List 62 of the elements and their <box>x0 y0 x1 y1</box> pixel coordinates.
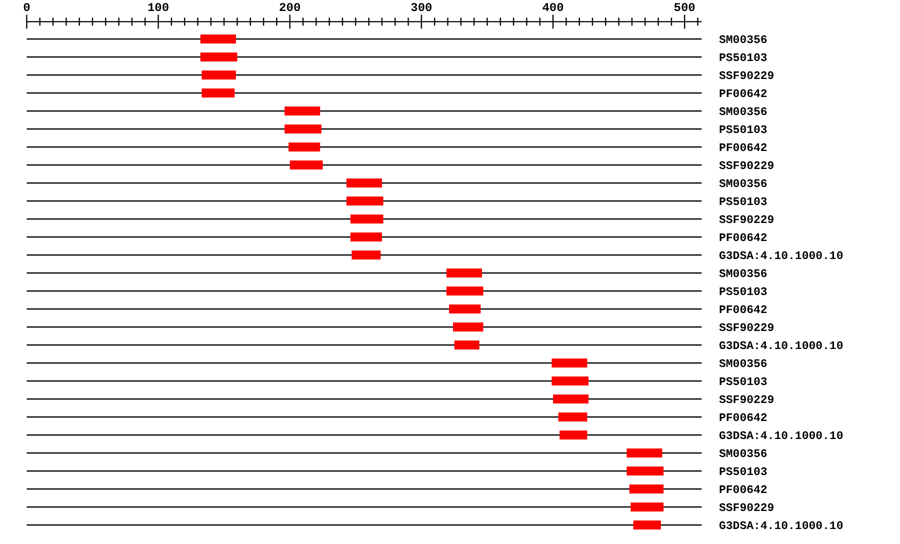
y-tick-label: G3DSA:4.10.1000.10 <box>719 430 844 444</box>
bar <box>633 520 661 530</box>
bar <box>626 448 662 458</box>
y-tick-label: SM00356 <box>719 106 768 120</box>
bar <box>558 412 588 422</box>
y-tick-label: SM00356 <box>719 178 768 192</box>
y-tick-label: PF00642 <box>719 142 768 156</box>
bar <box>200 52 238 62</box>
y-tick-label: SSF90229 <box>719 322 774 336</box>
bar <box>553 394 589 404</box>
y-tick-label: PS50103 <box>719 52 768 66</box>
bar <box>560 430 588 440</box>
bar <box>453 322 484 332</box>
bar <box>350 214 384 224</box>
y-tick-label: SSF90229 <box>719 502 774 516</box>
bar <box>449 304 481 314</box>
x-tick-label: 500 <box>674 1 696 15</box>
y-tick-label: G3DSA:4.10.1000.10 <box>719 250 844 264</box>
bar <box>350 232 382 242</box>
y-tick-label: SM00356 <box>719 448 768 462</box>
bar <box>346 196 384 206</box>
y-tick-label: SM00356 <box>719 34 768 48</box>
y-tick-label: PF00642 <box>719 88 768 102</box>
x-tick-label: 100 <box>147 1 170 15</box>
bar <box>552 376 589 386</box>
bar <box>446 286 484 296</box>
bar <box>290 160 323 170</box>
y-tick-label: PS50103 <box>719 466 768 480</box>
bar <box>200 34 236 44</box>
y-tick-label: PF00642 <box>719 412 768 426</box>
y-tick-label: PS50103 <box>719 286 768 300</box>
bar <box>284 124 322 134</box>
y-tick-label: SSF90229 <box>719 160 774 174</box>
y-tick-label: PS50103 <box>719 376 768 390</box>
bar <box>629 484 664 494</box>
bar <box>446 268 482 278</box>
x-tick-label: 400 <box>542 1 564 15</box>
x-tick-label: 0 <box>23 1 30 15</box>
bar <box>626 466 664 476</box>
bar <box>284 106 320 116</box>
y-tick-label: PS50103 <box>719 124 768 138</box>
bar <box>288 142 320 152</box>
y-tick-label: SSF90229 <box>719 394 774 408</box>
y-tick-label: SM00356 <box>719 268 768 282</box>
y-tick-label: SSF90229 <box>719 214 774 228</box>
y-tick-label: PF00642 <box>719 232 768 246</box>
y-tick-label: PS50103 <box>719 196 768 210</box>
y-tick-label: PF00642 <box>719 304 768 318</box>
x-tick-label: 200 <box>279 1 301 15</box>
x-tick-label: 300 <box>410 1 432 15</box>
y-tick-label: SM00356 <box>719 358 768 372</box>
bar <box>352 250 381 260</box>
bar <box>202 88 235 98</box>
y-tick-label: PF00642 <box>719 484 768 498</box>
bar <box>202 70 236 80</box>
bar <box>552 358 588 368</box>
y-tick-label: G3DSA:4.10.1000.10 <box>719 520 844 534</box>
y-tick-label: SSF90229 <box>719 70 774 84</box>
y-tick-label: G3DSA:4.10.1000.10 <box>719 340 844 354</box>
bar <box>630 502 664 512</box>
bar <box>454 340 480 350</box>
bar <box>346 178 382 188</box>
